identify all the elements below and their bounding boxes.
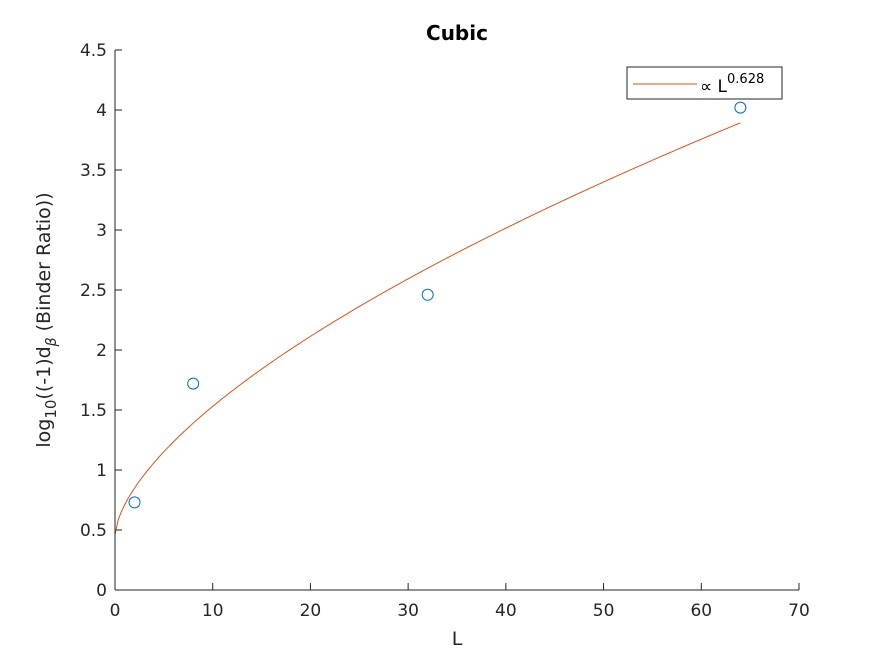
legend-label-prefix: ∝ L <box>700 77 728 97</box>
y-tick-label: 2.5 <box>80 281 107 301</box>
y-tick-label: 1 <box>96 461 107 481</box>
legend: ∝ L0.628 <box>626 66 783 100</box>
data-point <box>187 377 200 390</box>
chart-title: Cubic <box>426 21 488 45</box>
x-tick-label: 60 <box>690 601 712 621</box>
data-point <box>421 288 434 301</box>
x-tick-label: 30 <box>397 601 419 621</box>
legend-label: ∝ L0.628 <box>700 72 764 97</box>
data-point <box>734 101 747 114</box>
y-tick-label: 4.5 <box>80 41 107 61</box>
x-tick-label: 0 <box>110 601 121 621</box>
y-label-mid: ((-1)d <box>33 346 55 399</box>
x-tick-label: 10 <box>202 601 224 621</box>
y-tick-label: 3 <box>96 221 107 241</box>
y-axis-label: log10((-1)dβ (Binder Ratio)) <box>33 192 60 447</box>
y-label-sub2: β <box>44 337 60 347</box>
x-axis-label: L <box>452 628 463 650</box>
data-point <box>128 496 141 509</box>
y-tick-label: 0 <box>96 581 107 601</box>
x-tick-label: 70 <box>788 601 810 621</box>
y-label-suffix: (Binder Ratio)) <box>33 192 55 337</box>
y-label-prefix: log <box>33 419 55 448</box>
y-tick-label: 1.5 <box>80 401 107 421</box>
axes-box <box>114 50 799 591</box>
x-tick-label: 40 <box>495 601 517 621</box>
y-tick-label: 2 <box>96 341 107 361</box>
y-label-sub1: 10 <box>42 400 60 419</box>
y-tick-label: 4 <box>96 101 107 121</box>
legend-box <box>626 66 783 100</box>
x-axis-ticks: 0 10 20 30 40 50 60 70 <box>110 583 810 621</box>
y-tick-label: 3.5 <box>80 161 107 181</box>
y-axis-ticks: 0 0.5 1 1.5 2 2.5 3 3.5 4 4.5 <box>80 41 122 601</box>
legend-label-exponent: 0.628 <box>727 72 764 87</box>
x-tick-label: 50 <box>593 601 615 621</box>
data-markers <box>128 101 747 509</box>
fit-curve <box>114 122 741 535</box>
x-tick-label: 20 <box>300 601 322 621</box>
y-tick-label: 0.5 <box>80 521 107 541</box>
